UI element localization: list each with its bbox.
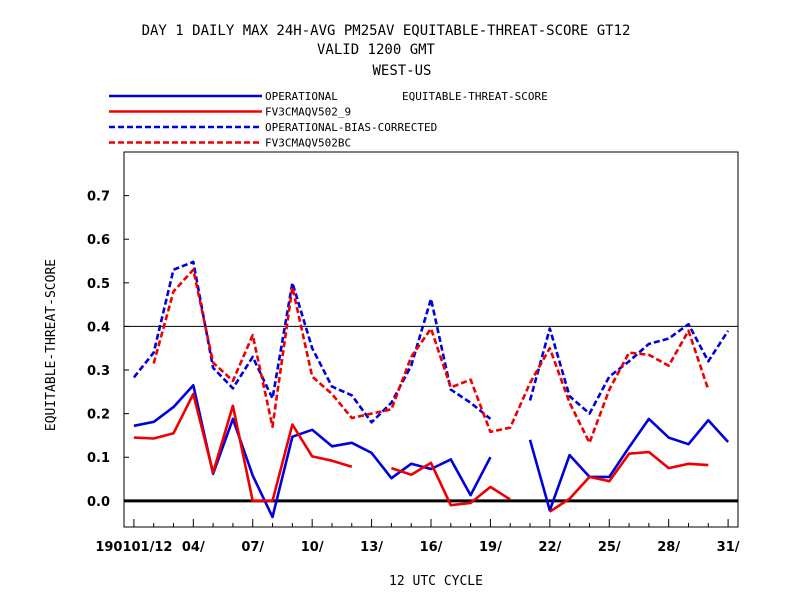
y-tick-label: 0.3 — [87, 364, 110, 379]
x-tick-label: 04/ — [182, 540, 205, 555]
legend-label-4: FV3CMAQV502BC — [265, 137, 351, 150]
y-tick-label: 0.0 — [87, 495, 110, 510]
x-tick-label: 25/ — [598, 540, 621, 555]
x-axis: 190101/12 04/07/10/13/16/19/22/25/28/31/ — [95, 519, 740, 555]
series-line-1 — [528, 417, 730, 512]
chart-title-line-3: WEST-US — [372, 63, 431, 79]
reference-lines — [124, 325, 738, 503]
x-tick-label: 28/ — [657, 540, 680, 555]
legend-note: EQUITABLE-THREAT-SCORE — [402, 90, 548, 103]
series-line-2 — [390, 461, 511, 507]
x-axis-label: 12 UTC CYCLE — [389, 574, 483, 589]
x-tick-label: 31/ — [717, 540, 740, 555]
series-line-3 — [132, 260, 492, 424]
legend: OPERATIONAL FV3CMAQV502_9 OPERATIONAL-BIAS… — [109, 90, 437, 150]
y-tick-label: 0.5 — [87, 277, 110, 292]
series-group — [132, 260, 730, 519]
series-line-4 — [152, 268, 710, 445]
x-tick-label: 10/ — [301, 540, 324, 555]
series-line-2 — [133, 392, 353, 503]
series-line-2 — [549, 450, 709, 513]
x-tick-label: 190101/12 — [95, 540, 172, 555]
x-tick-label: 22/ — [538, 540, 561, 555]
x-tick-label: 13/ — [360, 540, 383, 555]
y-tick-label: 0.4 — [87, 320, 110, 335]
y-axis: 0.0 0.1 0.2 0.3 0.4 0.5 0.6 0.7 — [87, 190, 129, 510]
series-line-3 — [528, 322, 730, 415]
y-tick-label: 0.1 — [87, 451, 110, 466]
legend-label-1: OPERATIONAL — [265, 90, 338, 103]
y-tick-label: 0.6 — [87, 233, 110, 248]
y-tick-label: 0.7 — [87, 190, 110, 205]
plot-frame — [123, 151, 739, 528]
y-axis-label: EQUITABLE-THREAT-SCORE — [44, 259, 59, 431]
series-line-1 — [133, 383, 492, 519]
legend-label-3: OPERATIONAL-BIAS-CORRECTED — [265, 121, 437, 134]
y-tick-label: 0.2 — [87, 408, 110, 423]
chart-title-line-1: DAY 1 DAILY MAX 24H-AVG PM25AV EQUITABLE… — [142, 23, 631, 39]
legend-label-2: FV3CMAQV502_9 — [265, 106, 351, 119]
x-tick-label: 19/ — [479, 540, 502, 555]
x-tick-label: 07/ — [241, 540, 264, 555]
chart-title-line-2: VALID 1200 GMT — [317, 42, 436, 58]
x-tick-label: 16/ — [420, 540, 443, 555]
